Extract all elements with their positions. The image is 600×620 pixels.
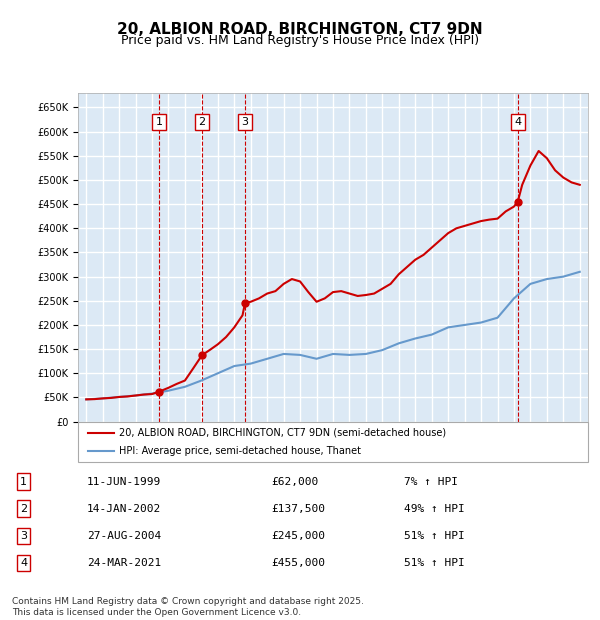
Text: 2: 2 [20,504,27,514]
Text: 3: 3 [241,117,248,127]
Text: 20, ALBION ROAD, BIRCHINGTON, CT7 9DN: 20, ALBION ROAD, BIRCHINGTON, CT7 9DN [117,22,483,37]
Text: 24-MAR-2021: 24-MAR-2021 [87,558,161,568]
FancyBboxPatch shape [78,422,588,462]
Text: 4: 4 [20,558,27,568]
Text: 1: 1 [20,477,27,487]
Text: 20, ALBION ROAD, BIRCHINGTON, CT7 9DN (semi-detached house): 20, ALBION ROAD, BIRCHINGTON, CT7 9DN (s… [119,428,446,438]
Text: £62,000: £62,000 [271,477,319,487]
Text: 14-JAN-2002: 14-JAN-2002 [87,504,161,514]
Text: £455,000: £455,000 [271,558,325,568]
Text: 3: 3 [20,531,27,541]
Text: 1: 1 [156,117,163,127]
Text: £245,000: £245,000 [271,531,325,541]
Text: 4: 4 [514,117,521,127]
Text: £137,500: £137,500 [271,504,325,514]
Text: 51% ↑ HPI: 51% ↑ HPI [404,558,464,568]
Text: HPI: Average price, semi-detached house, Thanet: HPI: Average price, semi-detached house,… [119,446,361,456]
Text: Contains HM Land Registry data © Crown copyright and database right 2025.
This d: Contains HM Land Registry data © Crown c… [12,598,364,617]
Text: 2: 2 [199,117,206,127]
Text: 11-JUN-1999: 11-JUN-1999 [87,477,161,487]
Text: 49% ↑ HPI: 49% ↑ HPI [404,504,464,514]
Text: 27-AUG-2004: 27-AUG-2004 [87,531,161,541]
Text: Price paid vs. HM Land Registry's House Price Index (HPI): Price paid vs. HM Land Registry's House … [121,34,479,47]
Text: 51% ↑ HPI: 51% ↑ HPI [404,531,464,541]
Text: 7% ↑ HPI: 7% ↑ HPI [404,477,458,487]
